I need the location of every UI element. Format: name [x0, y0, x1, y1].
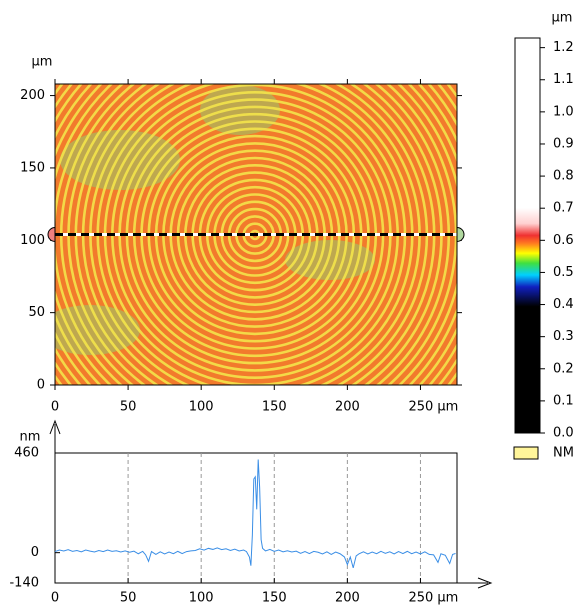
y-unit: nm: [20, 430, 41, 445]
profile-start: [47, 226, 56, 243]
colorbar-tick-label: 0.5: [553, 265, 574, 280]
colorbar-tick-label: 0.0: [553, 426, 574, 441]
colorbar-tick-label: 0.3: [553, 329, 574, 344]
colorbar-tick-label: 1.1: [553, 72, 574, 87]
y-unit: µm: [32, 55, 53, 70]
colorbar-tick-label: 0.8: [553, 169, 574, 184]
profile-end: [456, 226, 465, 243]
y-tick-label: 50: [28, 305, 45, 320]
colorbar-tick-label: 0.1: [553, 393, 574, 408]
y-tick-label: 150: [20, 160, 45, 175]
x-tick-label: 100: [189, 591, 214, 606]
x-tick-label: 0: [51, 591, 59, 606]
arrowhead: [477, 577, 493, 589]
colorbar-tick-label: 0.9: [553, 136, 574, 151]
legend-swatch: [513, 446, 539, 460]
colorbar-tick-label: 0.6: [553, 233, 574, 248]
colorbar-tick-label: 0.2: [553, 361, 574, 376]
x-tick-label: 250 µm: [408, 400, 458, 415]
colorbar-tick-label: 0.4: [553, 297, 574, 312]
arrowhead: [49, 419, 61, 435]
x-tick-label: 250 µm: [408, 591, 458, 606]
x-tick-label: 50: [120, 400, 137, 415]
x-tick-label: 150: [262, 400, 287, 415]
x-tick-label: 200: [335, 591, 360, 606]
x-tick-label: 0: [51, 400, 59, 415]
x-tick-label: 200: [335, 400, 360, 415]
colorbar: [514, 37, 541, 434]
y-tick-label: 0: [31, 545, 39, 560]
height-map: [55, 84, 457, 385]
profile-line: [54, 459, 456, 568]
plot-frame: [54, 452, 458, 584]
y-tick-label: -140: [9, 576, 39, 591]
x-tick-label: 100: [189, 400, 214, 415]
x-tick-label: 150: [262, 591, 287, 606]
y-tick-label: 200: [20, 88, 45, 103]
colorbar-unit: µm: [552, 11, 573, 26]
legend-label: NM: [553, 446, 574, 461]
colorbar-tick-label: 1.0: [553, 104, 574, 119]
colorbar-tick-label: 0.7: [553, 201, 574, 216]
colorbar-tick-label: 1.2: [553, 40, 574, 55]
y-tick-label: 100: [20, 233, 45, 248]
x-tick-label: 50: [120, 591, 137, 606]
y-tick-label: 460: [14, 446, 39, 461]
y-tick-label: 0: [37, 378, 45, 393]
